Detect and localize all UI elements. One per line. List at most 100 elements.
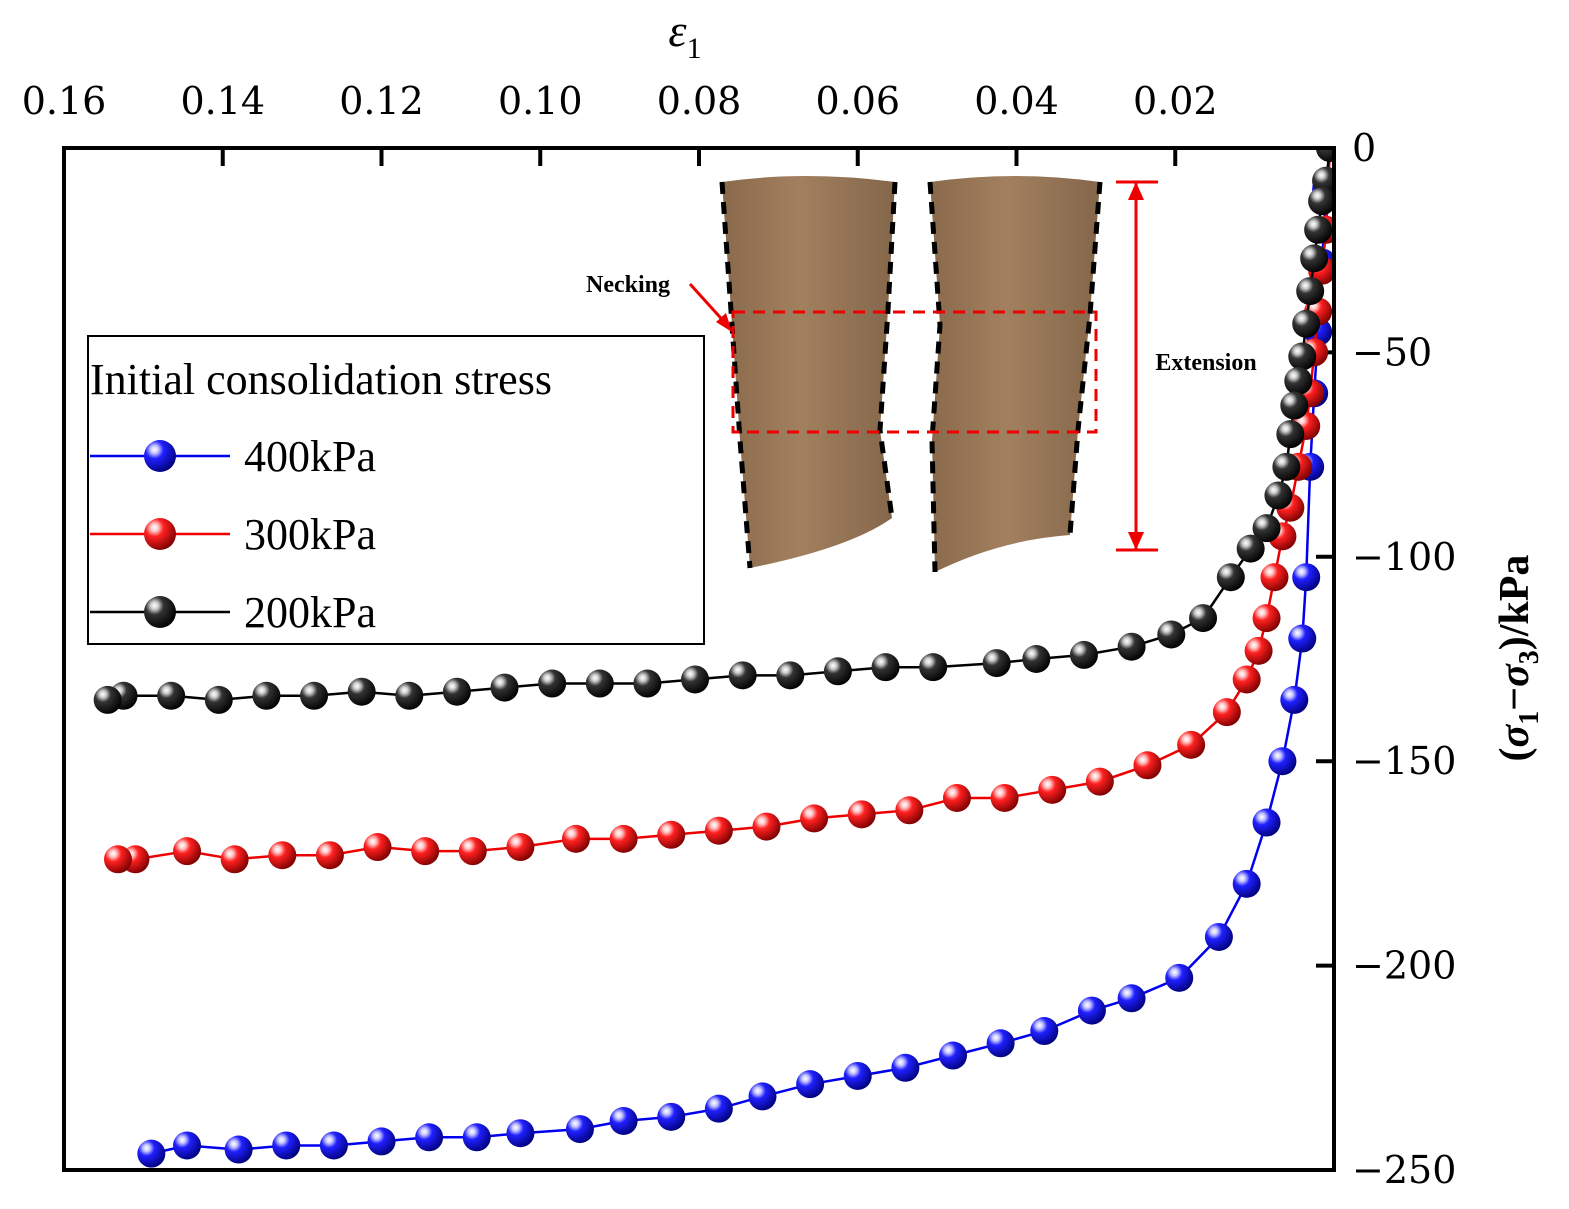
data-point-300kPa <box>1038 775 1067 804</box>
data-point-400kPa <box>1117 984 1146 1013</box>
data-point-400kPa <box>506 1119 535 1148</box>
specimen-outlines <box>719 181 1103 573</box>
legend-label: 300kPa <box>244 510 376 559</box>
data-point-200kPa <box>1236 534 1265 563</box>
data-point-400kPa <box>891 1053 920 1082</box>
data-point-400kPa <box>1232 869 1261 898</box>
data-point-200kPa <box>347 677 376 706</box>
data-point-400kPa <box>1252 808 1281 837</box>
x-axis-title: ε1 <box>668 5 701 65</box>
data-point-400kPa <box>272 1131 301 1160</box>
data-point-200kPa <box>395 681 424 710</box>
data-point-400kPa <box>1288 624 1317 653</box>
data-point-400kPa <box>1292 563 1321 592</box>
data-point-300kPa <box>1133 751 1162 780</box>
data-point-200kPa <box>633 669 662 698</box>
series-layer <box>93 148 1334 1168</box>
data-point-300kPa <box>657 820 686 849</box>
data-point-300kPa <box>220 845 249 874</box>
legend-marker <box>144 596 176 628</box>
data-point-200kPa <box>1304 215 1333 244</box>
data-point-400kPa <box>1030 1017 1059 1046</box>
data-point-300kPa <box>1177 730 1206 759</box>
data-point-300kPa <box>752 812 781 841</box>
legend-item-300kPa: 300kPa <box>90 510 376 559</box>
data-point-200kPa <box>681 665 710 694</box>
legend-label: 200kPa <box>244 588 376 637</box>
data-point-300kPa <box>268 841 297 870</box>
data-point-200kPa <box>1280 391 1309 420</box>
data-point-400kPa <box>843 1061 872 1090</box>
y-tick-label: −250 <box>1352 1148 1456 1192</box>
data-point-300kPa <box>942 783 971 812</box>
legend-item-400kPa: 400kPa <box>90 432 376 481</box>
data-point-400kPa <box>748 1082 777 1111</box>
data-point-200kPa <box>585 669 614 698</box>
legend-marker <box>144 440 176 472</box>
data-point-300kPa <box>800 804 829 833</box>
legend-marker <box>144 518 176 550</box>
data-point-400kPa <box>609 1106 638 1135</box>
data-point-300kPa <box>704 816 733 845</box>
legend: Initial consolidation stress 400kPa 300kP… <box>87 335 705 645</box>
y-tick-label: −100 <box>1352 535 1456 579</box>
data-point-400kPa <box>704 1094 733 1123</box>
data-point-200kPa <box>157 681 186 710</box>
data-point-300kPa <box>1212 698 1241 727</box>
x-tick-label: 0.08 <box>657 79 742 123</box>
data-point-200kPa <box>1284 367 1313 396</box>
x-tick-label: 0.10 <box>498 79 583 123</box>
data-point-200kPa <box>1189 604 1218 633</box>
data-point-200kPa <box>300 681 329 710</box>
data-point-200kPa <box>1252 514 1281 543</box>
data-point-400kPa <box>1280 685 1309 714</box>
data-point-200kPa <box>442 677 471 706</box>
data-point-400kPa <box>796 1070 825 1099</box>
data-point-200kPa <box>1272 452 1301 481</box>
data-point-200kPa <box>1296 277 1325 306</box>
data-point-300kPa <box>561 824 590 853</box>
data-point-200kPa <box>1300 244 1329 273</box>
data-point-300kPa <box>411 837 440 866</box>
data-point-300kPa <box>895 796 924 825</box>
data-point-300kPa <box>990 783 1019 812</box>
x-tick-label: 0.04 <box>974 79 1059 123</box>
data-point-300kPa <box>103 845 132 874</box>
data-point-400kPa <box>986 1029 1015 1058</box>
data-point-400kPa <box>565 1115 594 1144</box>
data-point-300kPa <box>363 833 392 862</box>
specimen-photo-inset: Necking Extension <box>586 176 1257 573</box>
data-point-200kPa <box>93 685 122 714</box>
data-point-200kPa <box>1308 187 1334 216</box>
x-tick-label: 0.14 <box>180 79 265 123</box>
data-point-200kPa <box>538 669 567 698</box>
data-point-200kPa <box>1069 640 1098 669</box>
data-point-400kPa <box>462 1123 491 1152</box>
series-300kPa <box>103 148 1334 874</box>
data-point-300kPa <box>1260 563 1289 592</box>
data-point-200kPa <box>1117 632 1146 661</box>
specimen-left <box>722 176 895 568</box>
data-point-300kPa <box>1252 604 1281 633</box>
y-axis-right: 0 −50 −100 −150 −200 −250 <box>1316 126 1456 1192</box>
data-point-200kPa <box>1264 481 1293 510</box>
data-point-200kPa <box>1288 342 1317 371</box>
x-tick-label: 0.02 <box>1133 79 1218 123</box>
data-point-400kPa <box>415 1123 444 1152</box>
extension-marker <box>1116 180 1158 552</box>
data-point-300kPa <box>458 837 487 866</box>
data-point-400kPa <box>319 1131 348 1160</box>
data-point-200kPa <box>1157 620 1186 649</box>
data-point-300kPa <box>173 837 202 866</box>
data-point-200kPa <box>1022 645 1051 673</box>
specimen-right <box>930 176 1100 572</box>
data-point-300kPa <box>315 841 344 870</box>
x-tick-label: 0.16 <box>22 79 107 123</box>
data-point-200kPa <box>919 653 948 682</box>
data-point-200kPa <box>1292 309 1321 338</box>
x-tick-label: 0.12 <box>339 79 424 123</box>
data-point-300kPa <box>1085 767 1114 796</box>
necking-box <box>731 310 1098 434</box>
data-point-400kPa <box>367 1127 396 1156</box>
